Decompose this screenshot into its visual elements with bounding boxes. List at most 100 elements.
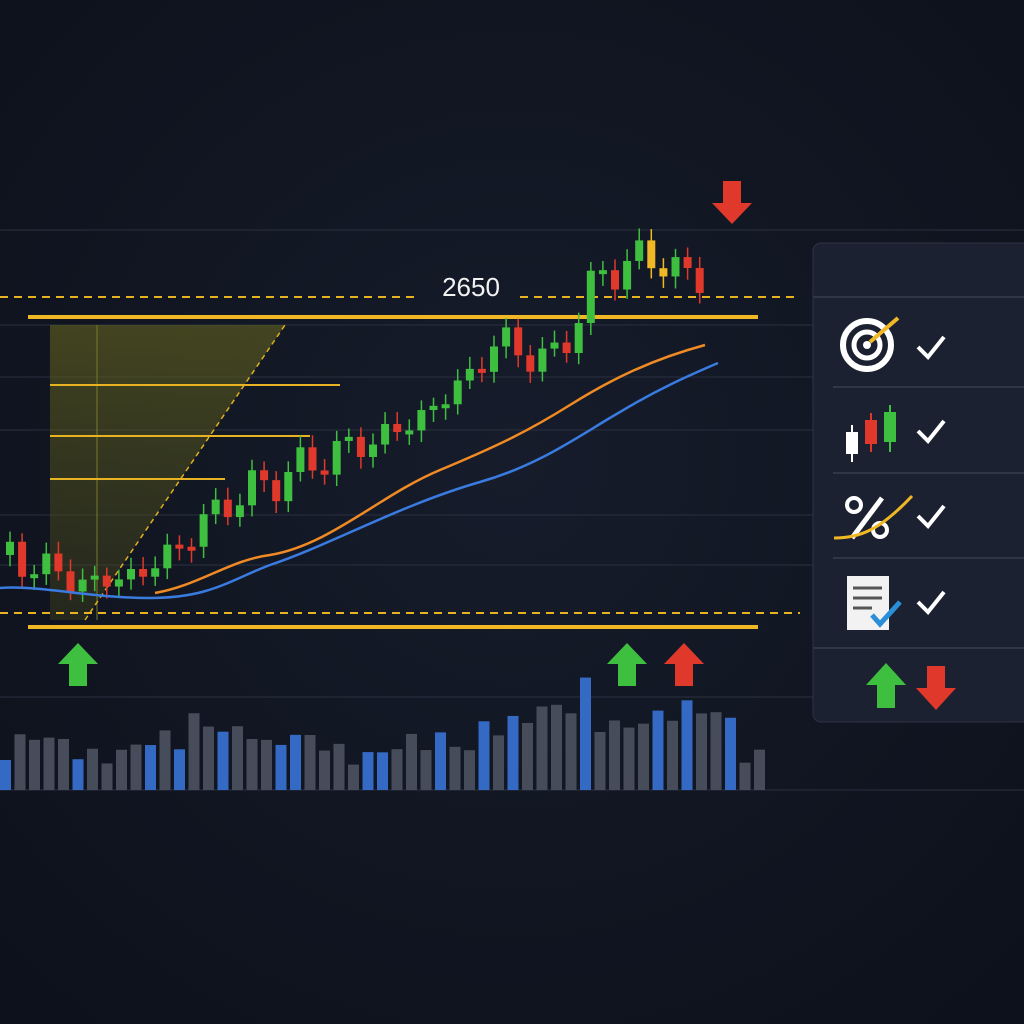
- candle-body: [90, 575, 99, 580]
- candle-body: [235, 505, 244, 518]
- volume-bar: [464, 750, 475, 790]
- volume-bar: [406, 733, 417, 790]
- candle-body: [683, 257, 692, 269]
- candle-body: [127, 568, 135, 580]
- volume-bar: [159, 730, 171, 790]
- candle-body: [611, 270, 619, 290]
- candle-body: [562, 342, 571, 354]
- candle-body: [356, 436, 365, 457]
- volume-bar: [14, 734, 26, 790]
- candle-body: [332, 440, 341, 475]
- volume-bar: [522, 722, 533, 790]
- volume-bar: [43, 737, 55, 790]
- dashed-levels: [0, 296, 800, 614]
- volume-bar: [667, 720, 678, 790]
- volume-bar: [333, 743, 345, 790]
- volume-bar: [87, 748, 98, 790]
- volume-bar: [72, 759, 84, 790]
- candle-body: [78, 579, 87, 592]
- volume-bar: [754, 749, 765, 790]
- volume-bar: [594, 731, 606, 790]
- candle-body: [695, 268, 704, 293]
- volume-bar: [638, 723, 649, 790]
- volume-bar: [420, 750, 432, 790]
- candle-body: [344, 436, 353, 441]
- candle-body: [381, 423, 390, 445]
- volume-bar: [377, 752, 388, 790]
- candle-body: [30, 574, 39, 579]
- checkmarks: [916, 335, 946, 615]
- volume-bar: [710, 712, 722, 790]
- volume-bar: [348, 764, 359, 790]
- volume-bar: [29, 739, 40, 790]
- candle-body: [574, 323, 583, 354]
- volume-bar: [565, 713, 577, 790]
- candle-body: [151, 568, 160, 577]
- volume-bar: [58, 738, 69, 790]
- candle-body: [586, 270, 595, 324]
- candle-body: [102, 575, 111, 587]
- panel-dividers: [813, 296, 1024, 649]
- volume-bar: [435, 732, 446, 790]
- volume-bar: [507, 715, 519, 790]
- candles: [6, 228, 704, 602]
- candles-icon[interactable]: [846, 405, 896, 462]
- candle-body: [659, 268, 668, 277]
- candle-body: [671, 257, 680, 277]
- candle-body: [490, 346, 498, 372]
- volume-bar: [232, 726, 243, 790]
- volume-bar: [174, 749, 185, 790]
- volume-bar: [261, 739, 272, 790]
- candle-body: [114, 579, 123, 587]
- volume-bar: [116, 749, 127, 790]
- volume-bar: [580, 677, 591, 790]
- candle-body: [405, 430, 414, 435]
- volume-bar: [551, 704, 562, 790]
- candle-body: [369, 444, 377, 457]
- volume-bar: [696, 713, 707, 790]
- candle-body: [538, 348, 547, 372]
- volume-bar: [290, 734, 301, 790]
- buy-arrow: [58, 643, 98, 686]
- trend-line: [84, 324, 286, 621]
- candle-body: [514, 327, 523, 356]
- price-label: 2650: [442, 272, 500, 302]
- volume-bar: [493, 735, 504, 790]
- volume-bar: [145, 745, 156, 790]
- candle-body: [320, 470, 329, 475]
- panel-buy-arrow[interactable]: [866, 663, 906, 708]
- candle-body: [66, 571, 75, 592]
- candle-body: [429, 405, 438, 411]
- candle-body: [18, 541, 27, 577]
- candle-body: [598, 270, 607, 275]
- candle-body: [647, 240, 656, 269]
- target-icon[interactable]: [840, 316, 900, 372]
- volume-bar: [188, 713, 200, 790]
- volume-bar: [246, 739, 258, 790]
- candle-body: [465, 368, 474, 381]
- candle-body: [223, 499, 232, 518]
- candle-body: [6, 541, 14, 555]
- document-icon[interactable]: [847, 576, 902, 630]
- volume-bar: [275, 744, 287, 790]
- candle-body: [163, 544, 172, 569]
- volume-bar: [478, 721, 490, 790]
- ma-blue: [0, 361, 719, 600]
- candle-body: [296, 447, 305, 473]
- volume-bar: [739, 762, 751, 790]
- buy-arrow: [607, 643, 647, 686]
- candle-body: [211, 499, 220, 515]
- volume-bar: [217, 731, 229, 790]
- highlight-zone: [50, 325, 285, 620]
- volume-bar: [130, 744, 142, 790]
- candle-body: [42, 553, 51, 575]
- candle-body: [417, 410, 426, 431]
- candle-body: [260, 470, 269, 481]
- panel-sell-arrow[interactable]: [916, 666, 956, 710]
- percent-icon[interactable]: [833, 494, 914, 540]
- sell-signal-arrow: [664, 643, 704, 686]
- candle-body: [199, 514, 208, 547]
- volume-bar: [101, 763, 113, 790]
